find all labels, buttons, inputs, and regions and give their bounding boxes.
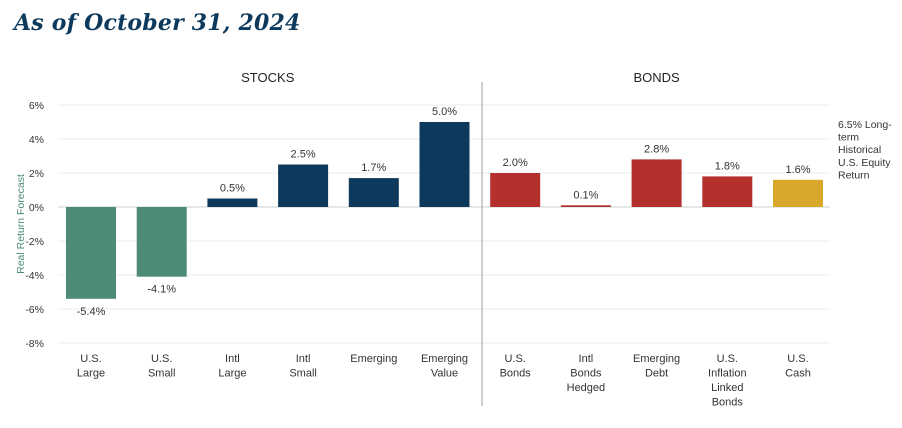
bar: [348, 178, 399, 207]
data-label: 1.6%: [785, 164, 810, 176]
x-tick-label: Bonds: [570, 368, 602, 380]
bar: [773, 179, 823, 207]
data-label: 1.7%: [361, 162, 386, 174]
x-tick-label: Bonds: [500, 368, 532, 380]
group-header-bonds: BONDS: [633, 70, 680, 85]
x-tick-label: Large: [218, 368, 246, 380]
data-label: 2.8%: [644, 143, 669, 155]
x-tick-label: Debt: [645, 368, 668, 380]
y-tick-label: 0%: [29, 202, 44, 214]
annotation-text: 6.5% Long-: [838, 119, 892, 131]
annotation-text: Historical: [838, 144, 881, 156]
x-tick-label: Large: [77, 368, 105, 380]
x-tick-label: Small: [289, 368, 317, 380]
x-tick-label: U.S.: [504, 353, 525, 365]
x-tick-label: U.S.: [80, 353, 101, 365]
annotation-text: Return: [838, 169, 870, 181]
y-tick-label: -4%: [25, 270, 44, 282]
y-tick-label: -8%: [25, 338, 44, 350]
data-label: 5.0%: [432, 106, 457, 118]
x-tick-label: Intl: [579, 353, 594, 365]
x-tick-label: Hedged: [567, 382, 606, 394]
data-label: 0.1%: [573, 189, 598, 201]
x-tick-label: U.S.: [717, 353, 738, 365]
data-label: -4.1%: [147, 284, 176, 296]
data-label: 0.5%: [220, 183, 245, 195]
y-tick-label: -2%: [25, 236, 44, 248]
annotation-text: U.S. Equity: [838, 157, 891, 169]
y-axis-label: Real Return Forecast: [15, 174, 27, 274]
x-tick-label: Emerging: [421, 353, 468, 365]
bar: [207, 198, 258, 207]
annotation-text: term: [838, 132, 859, 144]
bar: [419, 122, 470, 207]
y-tick-label: 6%: [29, 100, 44, 112]
y-tick-label: 2%: [29, 168, 44, 180]
x-tick-label: Intl: [225, 353, 240, 365]
x-tick-label: Linked: [711, 382, 743, 394]
x-tick-label: Intl: [296, 353, 311, 365]
x-tick-label: U.S.: [151, 353, 172, 365]
data-label: 2.5%: [291, 149, 316, 161]
x-tick-label: U.S.: [787, 353, 808, 365]
bar: [631, 159, 682, 207]
page-title: As of October 31, 2024: [14, 10, 301, 36]
x-tick-label: Value: [431, 368, 458, 380]
bar: [278, 164, 329, 207]
bar: [490, 173, 541, 207]
x-tick-label: Inflation: [708, 368, 747, 380]
bar: [66, 207, 116, 299]
data-label: 2.0%: [503, 157, 528, 169]
y-tick-label: -6%: [25, 304, 44, 316]
data-label: 1.8%: [715, 160, 740, 172]
data-label: -5.4%: [77, 306, 106, 318]
y-tick-label: 4%: [29, 134, 44, 146]
x-tick-label: Emerging: [350, 353, 397, 365]
x-tick-label: Cash: [785, 368, 811, 380]
bar: [136, 207, 187, 277]
bar: [702, 176, 753, 207]
group-header-stocks: STOCKS: [241, 70, 295, 85]
x-tick-label: Emerging: [633, 353, 680, 365]
x-tick-label: Small: [148, 368, 176, 380]
x-tick-label: Bonds: [712, 397, 744, 409]
bar: [560, 205, 611, 207]
